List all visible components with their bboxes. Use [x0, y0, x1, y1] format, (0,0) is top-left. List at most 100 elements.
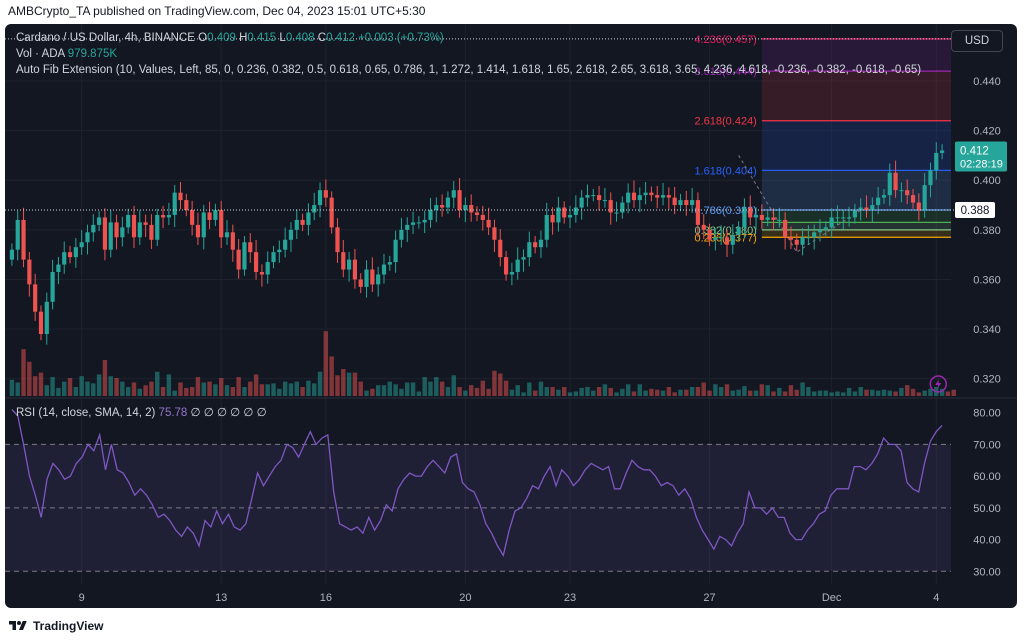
- rsi-axis-tick: 30.00: [973, 566, 1001, 578]
- volume-bar: [370, 388, 375, 396]
- candle: [38, 305, 44, 341]
- candle: [655, 185, 660, 209]
- chart-panel[interactable]: 4.236(0.457) 3.618(0.444) 2.618(0.424) 1.61…: [5, 24, 1017, 608]
- volume-bar: [457, 387, 462, 396]
- candle-body: [626, 192, 631, 203]
- volume-bar: [32, 376, 38, 396]
- symbol-row: Cardano / US Dollar, 4h, BINANCE O0.409 …: [16, 30, 916, 46]
- candle: [783, 212, 788, 250]
- volume-bar: [236, 377, 241, 396]
- candle-body: [655, 195, 660, 198]
- volume-bar: [364, 390, 369, 396]
- fib-level-label: 0.786(0.388): [694, 205, 756, 217]
- candle: [131, 205, 137, 248]
- candle-body: [329, 197, 334, 228]
- rsi-label[interactable]: RSI (14, close, SMA, 14, 2): [16, 407, 156, 419]
- candle: [265, 251, 270, 284]
- candle-body: [724, 237, 730, 245]
- volume-bar: [881, 389, 887, 396]
- time-axis-tick: 16: [320, 592, 332, 604]
- volume-bar: [689, 387, 695, 396]
- time-axis-tick: 20: [459, 592, 471, 604]
- candle: [905, 179, 910, 205]
- volume-bar: [73, 387, 79, 396]
- candle: [573, 195, 578, 223]
- candle-body: [666, 195, 671, 198]
- candle: [329, 191, 334, 234]
- candle-body: [323, 190, 328, 198]
- candle-body: [759, 214, 764, 220]
- candle: [27, 251, 32, 297]
- volume-bar: [393, 384, 398, 396]
- volume-bar: [230, 387, 236, 396]
- candle: [817, 219, 823, 242]
- candle-body: [224, 232, 230, 238]
- chart-canvas[interactable]: 4.236(0.457) 3.618(0.444) 2.618(0.424) 1.61…: [5, 24, 1017, 608]
- rsi-axis-tick: 60.00: [973, 471, 1001, 483]
- candle: [707, 223, 712, 246]
- candle: [277, 240, 282, 263]
- candle-body: [835, 217, 840, 219]
- rsi-axis-tick: 80.00: [973, 408, 1001, 420]
- candle: [474, 206, 480, 222]
- volume-bar: [375, 385, 381, 396]
- candle-body: [178, 192, 183, 201]
- publish-header: AMBCrypto_TA published on TradingView.co…: [8, 4, 426, 18]
- candle: [881, 188, 887, 204]
- volume-bar: [945, 391, 951, 396]
- candle-body: [498, 239, 503, 258]
- candle: [626, 183, 631, 214]
- candle: [759, 204, 764, 230]
- candle: [97, 211, 102, 232]
- candle: [230, 224, 235, 262]
- candle-body: [585, 195, 590, 198]
- fib-indicator-label[interactable]: Auto Fib Extension (10, Values, Left, 85…: [16, 64, 922, 76]
- symbol-title[interactable]: Cardano / US Dollar, 4h, BINANCE: [16, 32, 195, 44]
- volume-bar: [259, 384, 265, 396]
- rsi-axis-tick: 70.00: [973, 439, 1001, 451]
- fib-zone: [761, 222, 951, 230]
- volume-label[interactable]: Vol · ADA: [16, 48, 65, 60]
- volume-bar: [718, 387, 724, 396]
- volume-bar: [428, 381, 433, 396]
- volume-bar: [166, 374, 172, 396]
- candle-body: [149, 224, 154, 240]
- candle-body: [352, 259, 358, 280]
- volume-bar: [846, 387, 852, 396]
- candle: [364, 260, 369, 298]
- candle: [910, 188, 916, 209]
- candle: [928, 162, 933, 198]
- time-axis-tick: 27: [703, 592, 715, 604]
- volume-bar: [195, 377, 201, 396]
- candle: [376, 266, 381, 297]
- volume-bar: [387, 381, 393, 396]
- volume-bar: [178, 382, 183, 396]
- candle-body: [881, 195, 887, 198]
- candle-body: [166, 214, 171, 218]
- volume-bar: [224, 385, 230, 396]
- candle: [492, 219, 497, 252]
- volume-bar: [15, 382, 20, 396]
- candle-body: [846, 217, 852, 219]
- candle: [771, 208, 776, 231]
- candle-body: [428, 210, 433, 220]
- volume-row: Vol · ADA 979.875K: [16, 46, 916, 62]
- candle-body: [50, 272, 55, 302]
- candle-body: [771, 217, 776, 220]
- candle: [602, 187, 607, 208]
- currency-button[interactable]: USD: [951, 30, 1003, 52]
- candle-body: [265, 262, 270, 275]
- candle-body: [852, 210, 857, 218]
- volume-bar: [765, 385, 770, 396]
- volume-bar: [143, 385, 148, 396]
- volume-bar: [253, 374, 259, 396]
- candle: [219, 200, 224, 248]
- volume-bar: [399, 388, 404, 396]
- volume-bar: [852, 391, 858, 396]
- candle-body: [893, 172, 898, 191]
- candle: [393, 230, 398, 273]
- volume-bar: [172, 390, 177, 396]
- candle: [550, 207, 555, 235]
- volume-bar: [358, 381, 363, 396]
- volume-bar: [841, 392, 846, 396]
